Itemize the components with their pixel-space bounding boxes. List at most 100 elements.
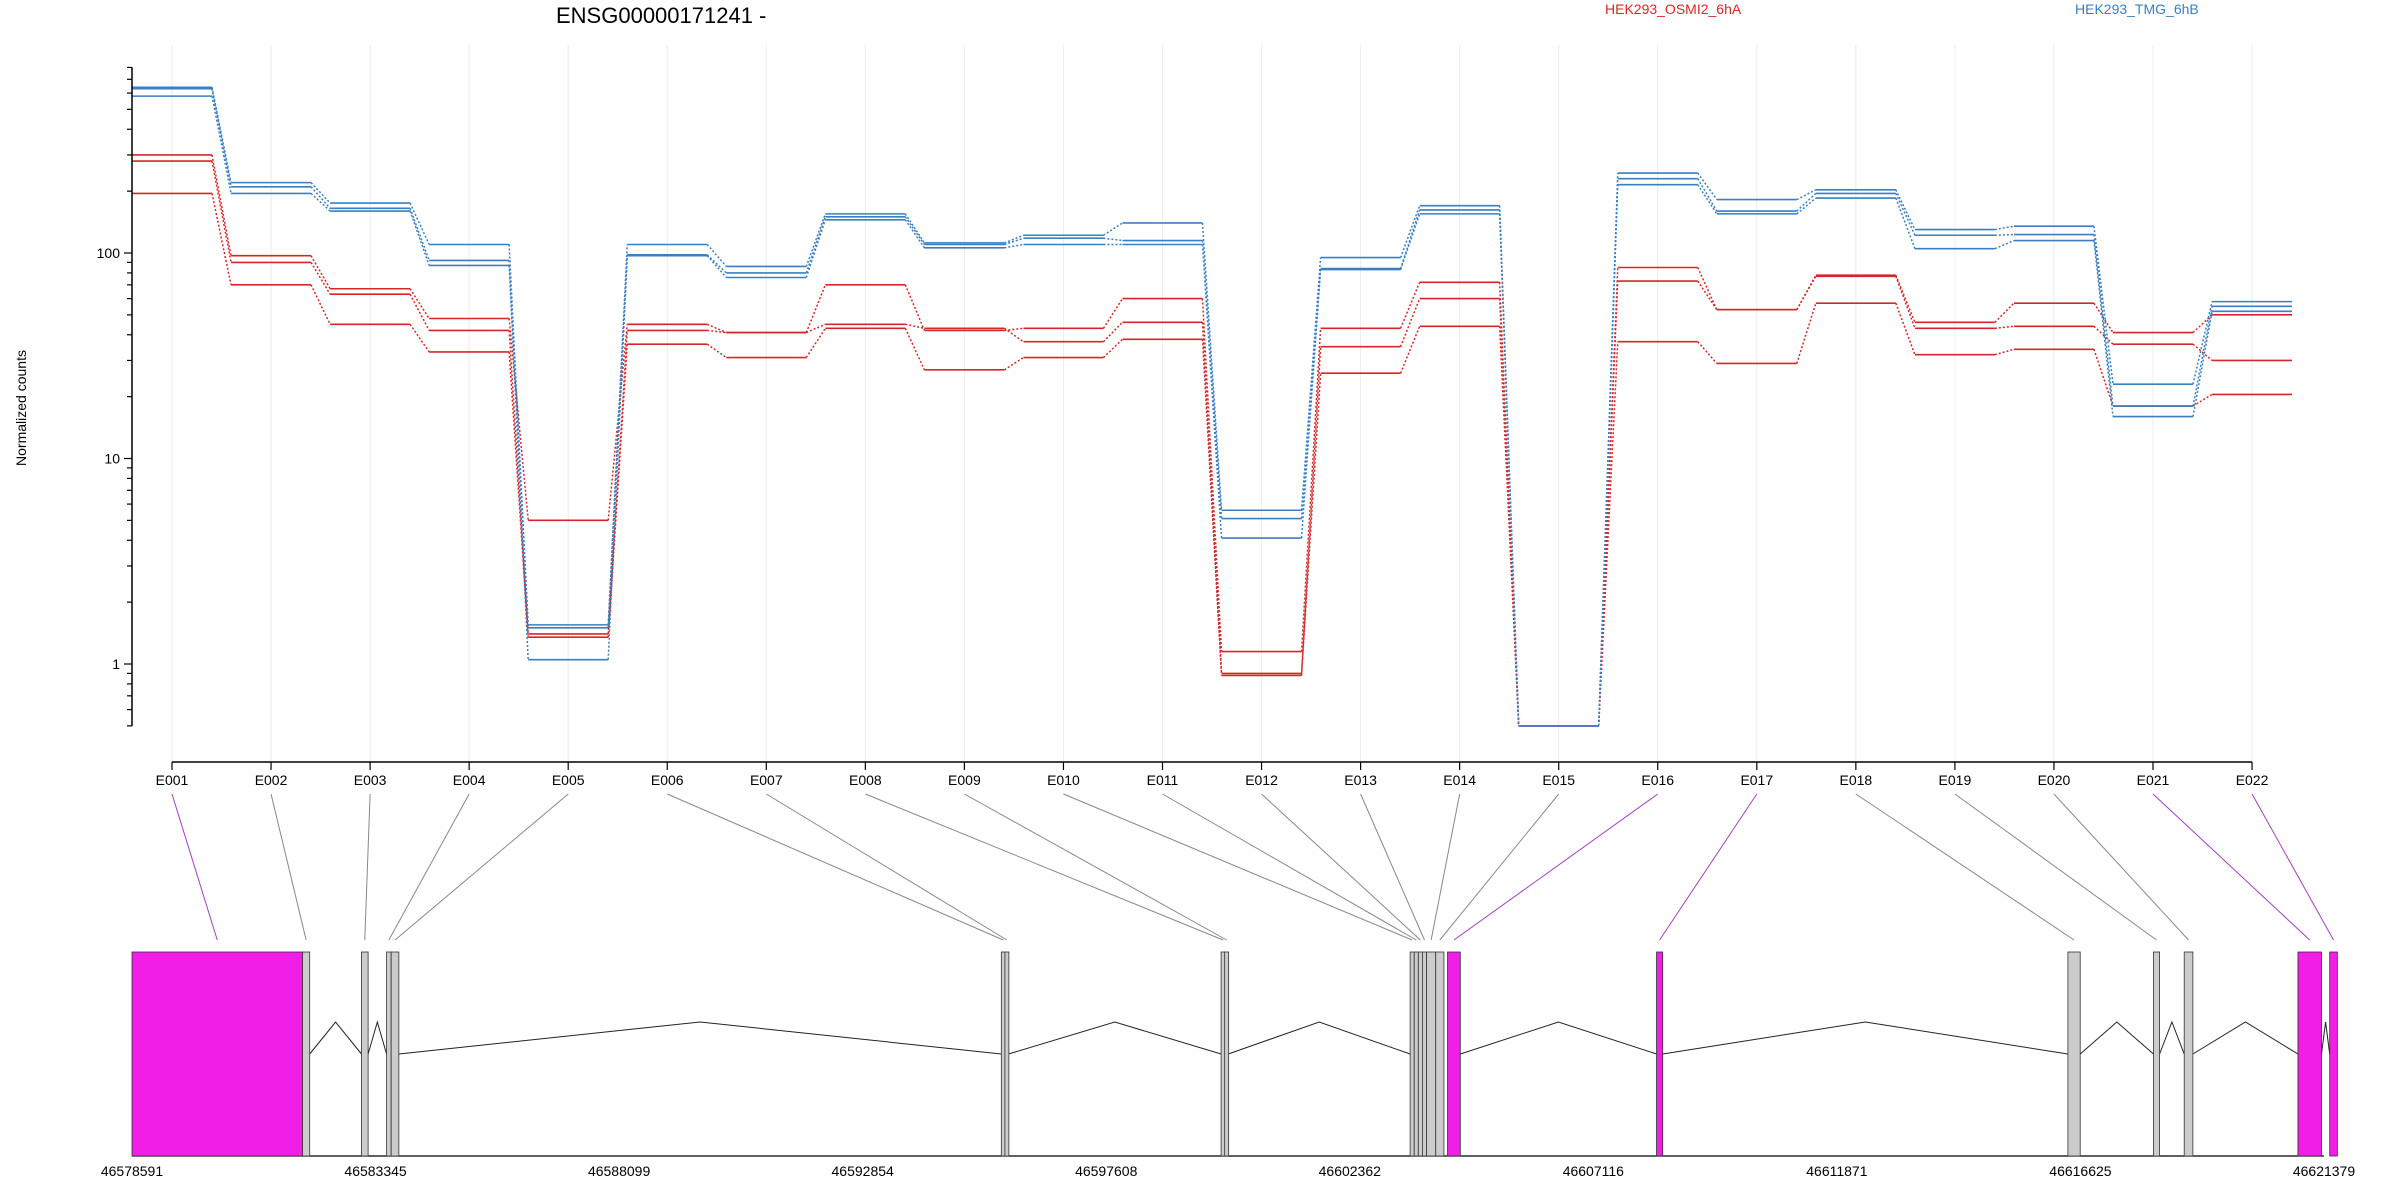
series-connector [409,210,430,266]
series-connector [2093,349,2114,407]
series-connector [1697,172,1718,200]
series-connector [1102,338,1124,359]
exon-connector-e009 [964,793,1227,941]
genomic-coordinate-label: 46588099 [588,1163,651,1179]
series-connector [310,182,331,204]
series-connector [2093,234,2114,407]
x-tick-label-e017: E017 [1740,772,1773,788]
genomic-coordinate-label: 46583345 [344,1163,407,1179]
intron-line [1460,1021,1657,1055]
x-tick-label-e016: E016 [1641,772,1674,788]
series-connector [310,284,331,325]
series-connector [805,327,826,358]
series-connector [1895,197,1916,249]
series-connector [1697,267,1718,310]
series-connector [211,95,232,194]
series-connector [1994,325,2015,330]
series-connector [1895,274,1916,323]
series-connector [607,255,628,660]
exon-box-e010 [1409,951,1415,1157]
x-tick-label-e006: E006 [651,772,684,788]
exon-box-e021 [2297,951,2322,1157]
series-connector [607,330,628,635]
series-connector [706,255,727,278]
intron-line [1008,1021,1222,1055]
x-tick-label-e013: E013 [1344,772,1377,788]
intron-line [309,1021,362,1055]
series-connector [1597,184,1619,726]
exon-connector-e012 [1261,793,1421,941]
series-connector [1300,373,1322,676]
exon-box-e003 [361,951,369,1157]
series-connector [409,323,430,353]
exon-box-e019 [2153,951,2161,1157]
x-tick-label-e022: E022 [2236,772,2269,788]
series-connector [2192,343,2213,362]
series-connector [607,344,628,638]
exon-box-e018 [2067,951,2081,1157]
intron-line [2192,1021,2299,1055]
series-connector [1399,282,1421,329]
series-connector [1994,348,2015,356]
exon-box-e004 [386,951,392,1157]
series-connector [1796,302,1817,364]
series-connector [1697,280,1718,311]
series-connector [508,260,529,628]
exon-box-e020 [2183,951,2194,1157]
x-tick-label-e001: E001 [156,772,189,788]
series-connector [806,323,826,334]
chart-title: ENSG00000171241 - [556,3,766,28]
series-connector [1697,184,1718,215]
exon-connector-e018 [1855,793,2075,941]
series-connector [1201,322,1223,674]
x-tick-label-e007: E007 [750,772,783,788]
series-connector [1994,233,2014,237]
exon-box-e022 [2329,951,2338,1157]
series-connector [805,216,827,274]
series-hek293_osmi2_6ha-1 [132,160,2293,727]
series-hek293_tmg_6hb-4 [132,87,2293,727]
exon-connector-e001 [171,793,218,941]
intron-line [1662,1021,2068,1055]
series-connector [805,219,827,278]
series-connector [706,323,727,334]
exon-box-e014 [1426,951,1437,1157]
series-connector [310,192,331,212]
series-connector [607,324,628,521]
exon-connector-e017 [1659,793,1758,941]
x-tick-label-e012: E012 [1245,772,1278,788]
series-connector [904,328,926,371]
series-connector [1004,234,1024,244]
series-connector [508,318,529,521]
series-connector [1994,239,2015,250]
intron-line [367,1020,388,1055]
genomic-coordinate-label: 46607116 [1563,1163,1624,1179]
x-tick-label-e009: E009 [948,772,981,788]
series-connector [508,265,529,660]
intron-line [2320,1021,2331,1055]
series-connector [1994,225,2015,231]
series-connector [1796,189,1817,201]
series-connector [1895,193,1916,236]
series-connector [409,208,430,261]
intron-line [398,1021,1002,1055]
x-tick-label-e005: E005 [552,772,585,788]
exon-connector-e010 [1063,793,1413,941]
series-connector [1004,237,1024,246]
genomic-coordinate-label: 46621379 [2293,1163,2356,1179]
genomic-coordinate-label: 46578591 [101,1163,164,1179]
y-tick-label: 10 [104,451,120,467]
series-connector [904,219,926,249]
series-connector [706,343,727,359]
exon-box-e017 [1656,951,1664,1157]
series-connector [508,330,529,635]
intron-line [2159,1020,2185,1055]
series-connector [1597,281,1619,726]
exon-box-e011 [1413,951,1419,1157]
series-connector [706,244,727,267]
exon-connector-e014 [1430,793,1461,941]
series-connector [805,213,827,267]
x-tick-label-e020: E020 [2038,772,2071,788]
series-connector [1399,205,1421,258]
